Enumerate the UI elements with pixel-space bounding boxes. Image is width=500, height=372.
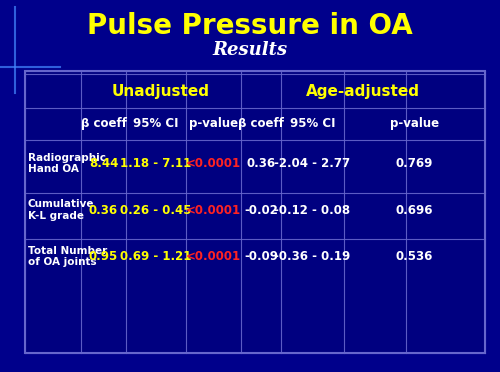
Text: -0.12 - 0.08: -0.12 - 0.08 bbox=[274, 204, 350, 217]
Text: -0.09: -0.09 bbox=[244, 250, 278, 263]
Text: <0.0001: <0.0001 bbox=[186, 204, 241, 217]
Text: -0.02: -0.02 bbox=[244, 204, 278, 217]
Text: 8.44: 8.44 bbox=[89, 157, 118, 170]
Text: 0.696: 0.696 bbox=[396, 204, 433, 217]
Text: 0.536: 0.536 bbox=[396, 250, 433, 263]
Text: Results: Results bbox=[212, 41, 288, 59]
Text: <0.0001: <0.0001 bbox=[186, 157, 241, 170]
Text: 0.26 - 0.45: 0.26 - 0.45 bbox=[120, 204, 192, 217]
Text: 1.18 - 7.11: 1.18 - 7.11 bbox=[120, 157, 192, 170]
Text: Unadjusted: Unadjusted bbox=[112, 84, 210, 99]
FancyBboxPatch shape bbox=[25, 71, 485, 353]
Text: 0.36: 0.36 bbox=[89, 204, 118, 217]
Text: 0.69 - 1.21: 0.69 - 1.21 bbox=[120, 250, 192, 263]
Text: 95% CI: 95% CI bbox=[290, 118, 335, 130]
Text: -0.36 - 0.19: -0.36 - 0.19 bbox=[274, 250, 350, 263]
Text: 0.769: 0.769 bbox=[396, 157, 433, 170]
Text: p-value: p-value bbox=[390, 118, 439, 130]
Text: Pulse Pressure in OA: Pulse Pressure in OA bbox=[87, 12, 413, 40]
Text: Age-adjusted: Age-adjusted bbox=[306, 84, 420, 99]
Text: β coeff: β coeff bbox=[80, 118, 126, 130]
Text: 0.36: 0.36 bbox=[246, 157, 276, 170]
Text: β coeff: β coeff bbox=[238, 118, 284, 130]
Text: <0.0001: <0.0001 bbox=[186, 250, 241, 263]
Text: 0.95: 0.95 bbox=[89, 250, 118, 263]
Text: -2.04 - 2.77: -2.04 - 2.77 bbox=[274, 157, 350, 170]
Text: Radiographic
Hand OA: Radiographic Hand OA bbox=[28, 153, 106, 174]
Text: p-value: p-value bbox=[189, 118, 238, 130]
Text: 95% CI: 95% CI bbox=[133, 118, 179, 130]
Text: Total Number
of OA joints: Total Number of OA joints bbox=[28, 246, 107, 267]
Text: Cumulative
K-L grade: Cumulative K-L grade bbox=[28, 199, 94, 221]
